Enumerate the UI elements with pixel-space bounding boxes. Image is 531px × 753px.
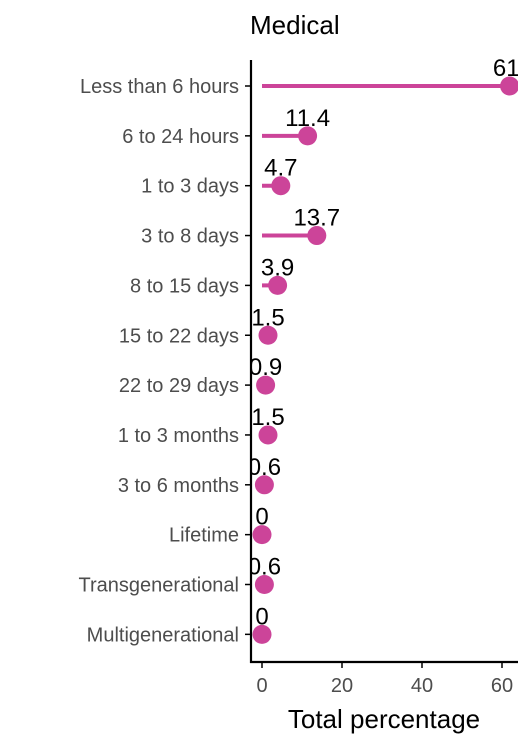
y-tick-label: Transgenerational [79,575,239,597]
plot-layer: 61. 11.4 4.7 13.7 3.9 1.5 0.9 1.5 0.6 0 0.6 0 Less t… [79,55,526,697]
y-tick-label: 1 to 3 days [141,176,239,198]
data-label: 0.6 [248,454,281,481]
y-tick-label: Less than 6 hours [80,76,239,98]
data-label: 4.7 [264,155,297,182]
lollipop-point [252,525,272,545]
y-tick-label: Multigenerational [87,624,239,646]
x-tick-label: 20 [331,675,353,697]
y-tick-label: Lifetime [169,525,239,547]
lollipop-point [307,226,327,246]
lollipop-point [271,176,291,196]
y-tick-label: 6 to 24 hours [122,126,239,148]
data-label: 1.5 [251,404,284,431]
data-label: 0.6 [248,554,281,581]
lollipop-point [254,475,274,495]
data-label: 0 [255,504,268,531]
lollipop-point [268,275,288,295]
lollipop-point [500,76,518,96]
lollipop-point [258,425,278,445]
plot-panel: 61. 11.4 4.7 13.7 3.9 1.5 0.9 1.5 0.6 0 0.6 0 [248,55,526,644]
lollipop-point [254,575,274,594]
data-label: 1.5 [251,304,284,331]
x-tick-label: 0 [256,675,267,697]
data-label: 13.7 [293,205,340,232]
y-tick-label: 22 to 29 days [119,375,239,397]
y-tick-label: 3 to 8 days [141,226,239,248]
x-tick-label: 60 [491,675,513,697]
x-tick-label: 40 [411,675,433,697]
lollipop-point [256,375,276,395]
y-tick-label: 8 to 15 days [130,275,239,297]
data-label: 11.4 [285,105,330,132]
lollipop-point [298,126,318,146]
x-axis-title: Total percentage [288,704,480,734]
lollipop-point [252,624,272,644]
lollipop-point [258,325,278,345]
y-tick-label: 15 to 22 days [119,325,239,347]
data-label: 61. [493,55,526,82]
data-label: 0.9 [249,354,282,381]
chart-title: Medical [250,10,340,40]
y-tick-label: 3 to 6 months [118,475,239,497]
data-label: 3.9 [261,254,294,281]
data-label: 0 [255,603,268,630]
y-tick-label: 1 to 3 months [118,425,239,447]
